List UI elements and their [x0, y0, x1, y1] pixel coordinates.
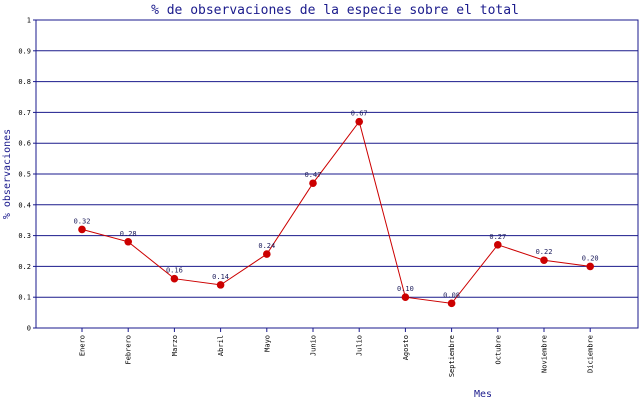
data-label: 0.28 — [120, 230, 137, 238]
x-tick-label: Noviembre — [541, 335, 549, 373]
x-tick-label: Diciembre — [587, 335, 595, 373]
x-axis-ticks: Enero Febrero Marzo Abril Mayo Junio Julio Agos… — [79, 328, 595, 377]
y-tick-label: 0.6 — [18, 140, 31, 148]
x-tick-label: Abril — [217, 335, 225, 356]
data-label: 0.24 — [258, 242, 275, 250]
data-point — [78, 225, 86, 234]
y-tick-label: 0 — [27, 325, 31, 333]
x-tick-label: Junio — [310, 335, 318, 356]
x-tick-label: Mayo — [263, 335, 271, 352]
data-point — [494, 241, 502, 249]
gridlines — [36, 50, 638, 298]
data-series: 0.32 0.28 0.16 0.14 0.24 0.47 0.67 0.10 0.08 0.27… — [74, 110, 599, 308]
y-tick-label: 0.7 — [18, 109, 31, 117]
data-point — [447, 299, 456, 308]
y-tick-label: 0.4 — [18, 201, 31, 209]
data-point — [401, 293, 410, 302]
data-label: 0.16 — [166, 267, 183, 275]
x-axis-title: Mes — [474, 389, 492, 400]
data-label: 0.22 — [536, 248, 553, 256]
x-tick-label: Septiembre — [448, 335, 456, 377]
y-tick-label: 0.8 — [18, 78, 31, 86]
x-tick-label: Marzo — [171, 335, 179, 356]
data-point — [170, 274, 179, 283]
data-label: 0.08 — [443, 291, 460, 299]
data-label: 0.32 — [74, 217, 91, 225]
data-point — [355, 117, 364, 126]
data-point — [586, 262, 594, 271]
data-label: 0.20 — [582, 254, 599, 262]
data-point — [540, 256, 548, 265]
y-tick-label: 0.1 — [18, 294, 31, 302]
data-point — [263, 250, 271, 258]
y-tick-label: 1 — [27, 17, 31, 25]
y-tick-label: 0.2 — [18, 263, 31, 271]
x-tick-label: Julio — [356, 335, 364, 356]
data-label: 0.67 — [351, 110, 368, 118]
chart-title: % de observaciones de la especie sobre e… — [151, 3, 519, 18]
y-axis-ticks: 0 0.1 0.2 0.3 0.4 0.5 0.6 0.7 0.8 0.9 1 — [18, 17, 36, 333]
x-tick-label: Octubre — [494, 335, 502, 365]
data-point — [124, 237, 132, 246]
y-axis-title: % observaciones — [2, 129, 13, 219]
x-tick-label: Enero — [79, 335, 87, 356]
y-tick-label: 0.5 — [18, 171, 31, 179]
data-label: 0.47 — [305, 171, 322, 179]
data-label: 0.14 — [212, 273, 229, 281]
data-point — [216, 281, 225, 289]
x-tick-label: Febrero — [125, 335, 133, 365]
y-tick-label: 0.9 — [18, 47, 31, 55]
x-tick-label: Agosto — [402, 335, 410, 360]
data-point — [309, 179, 317, 188]
y-tick-label: 0.3 — [18, 232, 31, 240]
series-line — [81, 120, 591, 304]
data-label: 0.27 — [489, 233, 506, 241]
data-label: 0.10 — [397, 285, 414, 293]
